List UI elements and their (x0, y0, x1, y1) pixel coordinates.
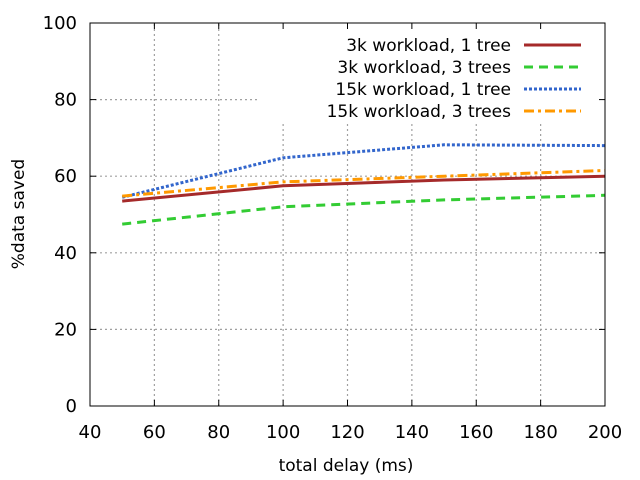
y-tick-label: 20 (54, 319, 77, 340)
y-tick-label: 60 (54, 166, 77, 187)
x-tick-label: 120 (330, 422, 364, 443)
data-series (121, 143, 606, 226)
tick-labels: 40 60 80 100 120 140 160 180 200 0 20 40 60 80 100 (43, 13, 623, 443)
x-tick-label: 180 (523, 422, 557, 443)
y-tick-label: 100 (43, 13, 77, 34)
x-tick-label: 100 (266, 422, 300, 443)
series-line-3 (121, 143, 606, 199)
y-tick-label: 0 (66, 396, 77, 417)
series-line-1 (122, 174, 606, 203)
x-tick-label: 200 (588, 422, 622, 443)
y-axis-label: %data saved (9, 159, 29, 269)
x-tick-label: 80 (207, 422, 230, 443)
series-line-2 (122, 193, 606, 226)
x-axis-label: total delay (ms) (279, 456, 414, 476)
legend-label-2: 3k workload, 3 trees (337, 58, 511, 78)
x-tick-label: 40 (79, 422, 102, 443)
x-tick-label: 60 (143, 422, 166, 443)
legend-label-4: 15k workload, 3 trees (327, 102, 512, 122)
x-tick-label: 140 (395, 422, 429, 443)
legend-label-1: 3k workload, 1 tree (346, 36, 511, 56)
plot-frame (89, 22, 606, 407)
y-tick-label: 40 (54, 243, 77, 264)
series-line-4 (122, 169, 606, 198)
legend-label-3: 15k workload, 1 tree (335, 80, 511, 100)
y-tick-label: 80 (54, 90, 77, 111)
x-tick-label: 160 (459, 422, 493, 443)
